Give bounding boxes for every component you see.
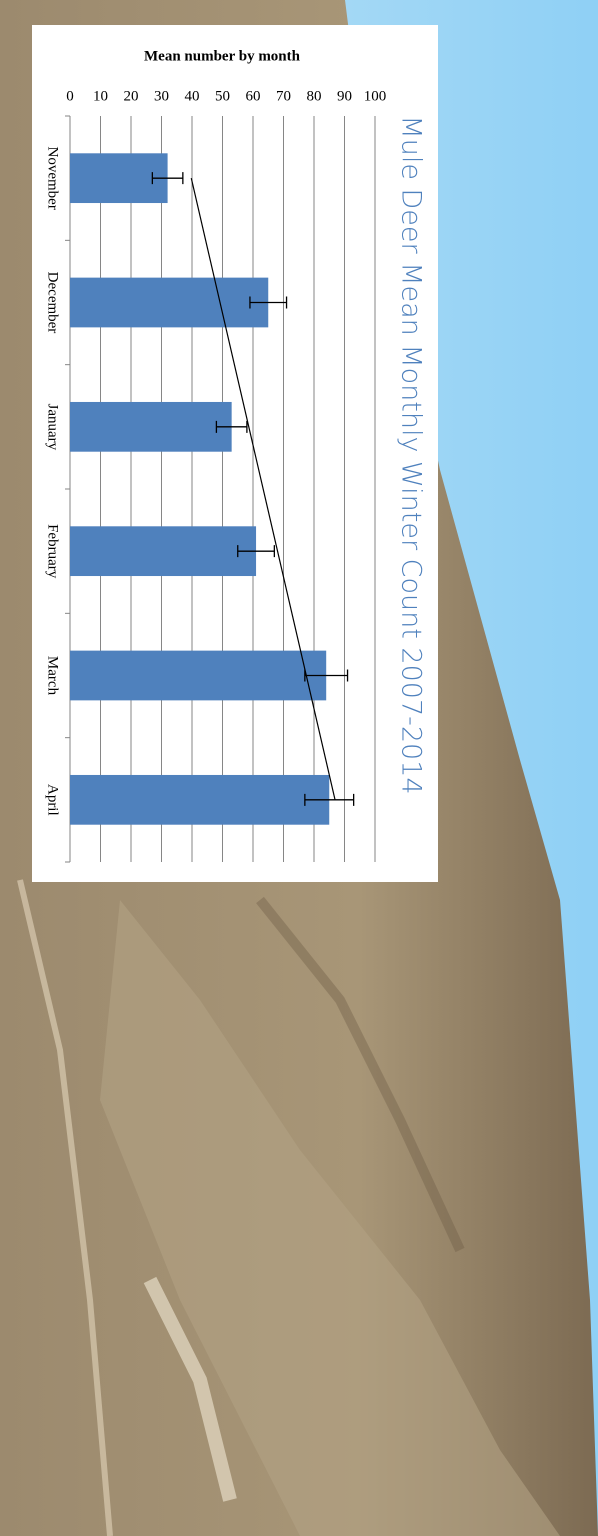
x-tick-label: April xyxy=(45,784,61,816)
x-tick-label: December xyxy=(45,272,61,334)
y-tick-label: 60 xyxy=(246,88,261,104)
y-tick-label: 20 xyxy=(124,88,139,104)
y-tick-label: 40 xyxy=(185,88,200,104)
y-tick-label: 100 xyxy=(364,88,387,104)
y-tick-label: 30 xyxy=(154,88,169,104)
chart: Mule Deer Mean Monthly Winter Count 2007… xyxy=(32,25,438,882)
chart-title: Mule Deer Mean Monthly Winter Count 2007… xyxy=(396,115,427,794)
bar xyxy=(70,526,256,576)
y-tick-label: 50 xyxy=(215,88,230,104)
x-tick-label: November xyxy=(45,147,61,210)
y-tick-label: 10 xyxy=(93,88,108,104)
bar xyxy=(70,775,329,825)
y-tick-label: 70 xyxy=(276,88,291,104)
bar xyxy=(70,651,326,701)
y-axis-title: Mean number by month xyxy=(144,48,301,64)
bar xyxy=(70,402,232,452)
y-tick-label: 80 xyxy=(307,88,322,104)
x-tick-label: February xyxy=(45,524,61,579)
x-tick-label: March xyxy=(45,656,61,696)
page: {"chart_data": {"type": "bar", "title": … xyxy=(0,0,598,1536)
y-tick-label: 0 xyxy=(66,88,74,104)
y-tick-label: 90 xyxy=(337,88,352,104)
x-tick-label: January xyxy=(45,404,61,451)
bar xyxy=(70,278,268,328)
screenshot: Mule Deer Mean Monthly Winter Count 2007… xyxy=(0,0,598,1536)
